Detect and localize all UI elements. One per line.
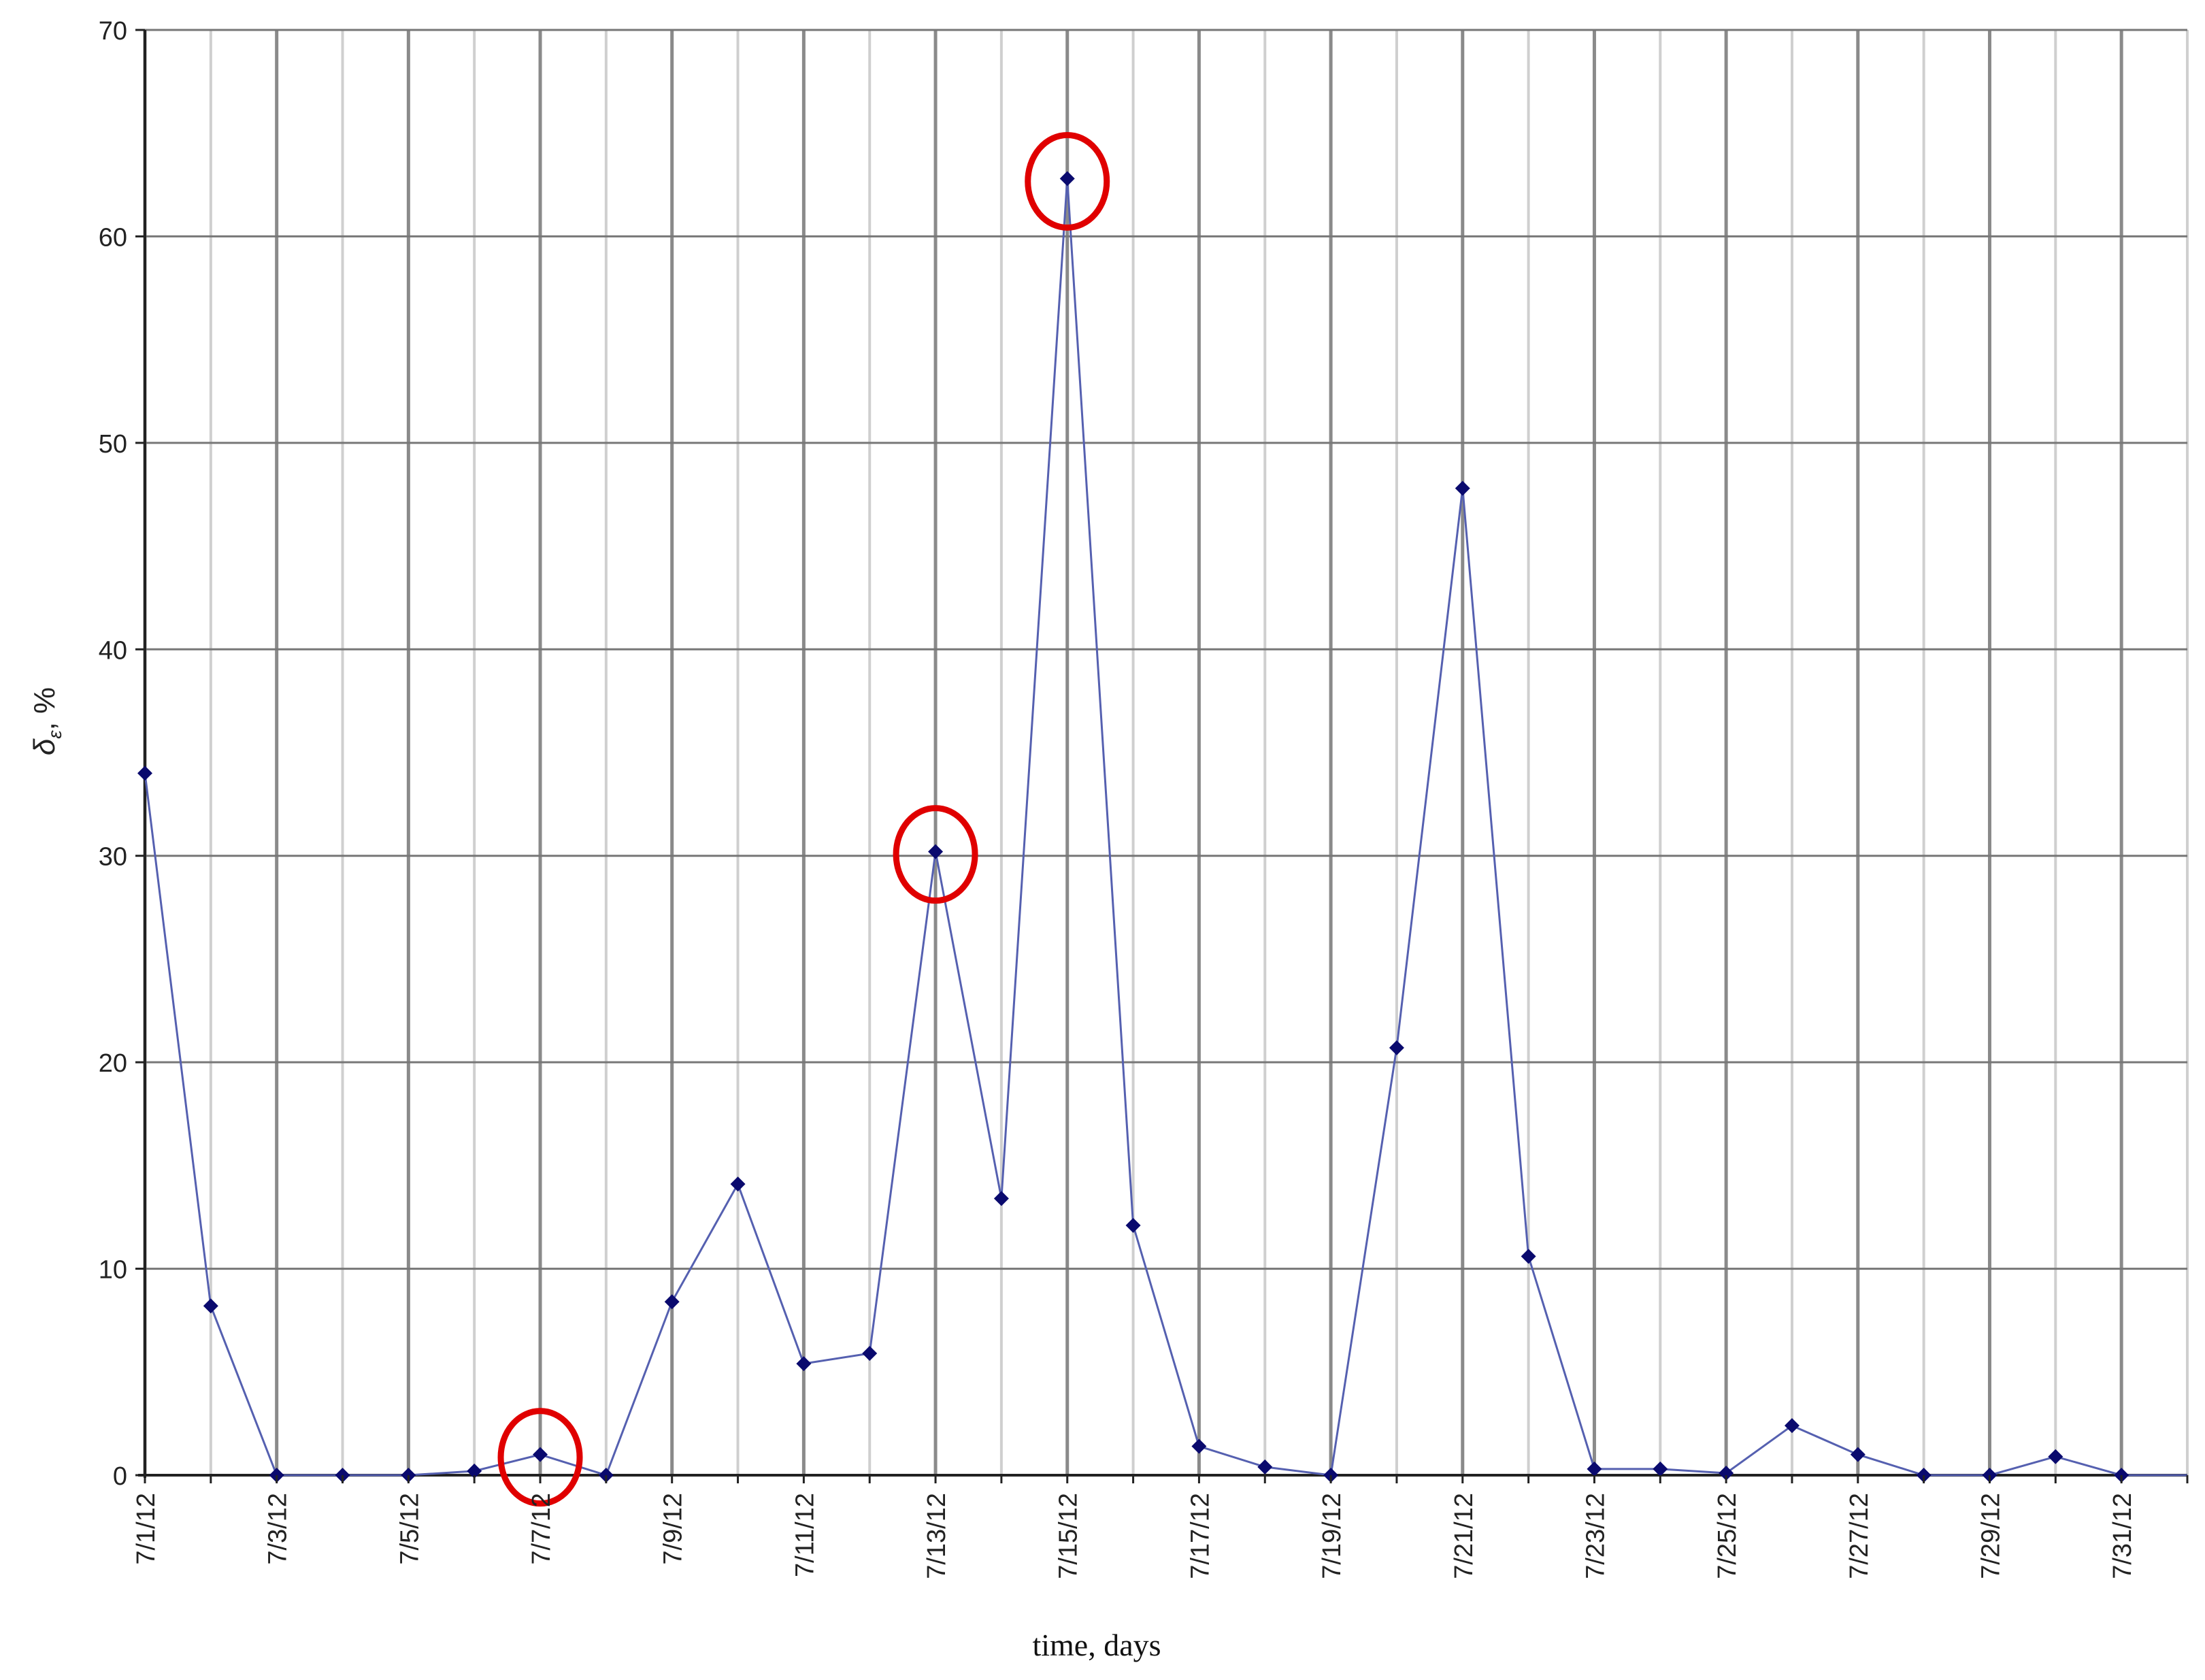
y-tick-labels: 0 10 20 30 40 50 60 70 xyxy=(99,17,145,1491)
x-tick-label: 7/1/12 xyxy=(132,1493,161,1565)
data-point-7-15-12 xyxy=(1059,171,1075,186)
data-point-7-12-12 xyxy=(862,1345,878,1361)
data-point-7-16-12 xyxy=(1125,1217,1141,1233)
data-point-7-23-12 xyxy=(1587,1461,1602,1477)
x-tick-label: 7/27/12 xyxy=(1845,1493,1874,1579)
y-axis-title: δε, % xyxy=(28,687,65,755)
y-tick-label: 20 xyxy=(99,1049,127,1078)
data-point-7-11-12 xyxy=(796,1356,812,1372)
data-point-7-21-12 xyxy=(1455,480,1470,496)
y-tick-label: 50 xyxy=(99,430,127,459)
data-point-7-9-12 xyxy=(664,1294,680,1310)
x-tick-label: 7/3/12 xyxy=(264,1493,293,1565)
x-tick-label: 7/5/12 xyxy=(395,1493,424,1565)
y-axis-unit: , % xyxy=(28,687,61,731)
highlight-circle-7-7-12 xyxy=(497,1408,583,1507)
x-tick-label: 7/25/12 xyxy=(1713,1493,1742,1579)
data-point-7-13-12 xyxy=(928,844,944,859)
data-point-7-1-12 xyxy=(137,765,152,781)
x-tick-label: 7/9/12 xyxy=(659,1493,688,1565)
y-tick-label: 10 xyxy=(99,1256,127,1285)
data-point-7-20-12 xyxy=(1389,1040,1404,1055)
data-point-7-18-12 xyxy=(1257,1459,1273,1475)
x-tick-label: 7/7/12 xyxy=(527,1493,556,1565)
highlight-circle-7-15-12 xyxy=(1025,131,1110,231)
x-tick-label: 7/31/12 xyxy=(2108,1493,2137,1579)
x-tick-label: 7/19/12 xyxy=(1318,1493,1346,1579)
y-axis-symbol: δ xyxy=(28,738,61,755)
x-tick-labels: 7/1/12 7/3/12 7/5/12 7/7/12 7/9/12 7/11/12 7/1… xyxy=(132,1475,2189,1579)
svg-text:δε, %: δε, % xyxy=(28,687,65,755)
data-point-7-14-12 xyxy=(993,1191,1009,1206)
highlight-layer xyxy=(497,131,1110,1507)
series-layer xyxy=(137,171,2187,1483)
x-tick-label: 7/21/12 xyxy=(1450,1493,1478,1579)
data-point-7-7-12 xyxy=(533,1447,548,1462)
x-axis-title: time, days xyxy=(1032,1628,1161,1662)
x-tick-label: 7/15/12 xyxy=(1055,1493,1083,1579)
data-point-7-6-12 xyxy=(467,1463,482,1479)
x-tick-label: 7/13/12 xyxy=(923,1493,951,1579)
data-point-7-10-12 xyxy=(730,1176,746,1192)
data-point-7-26-12 xyxy=(1784,1418,1800,1434)
x-tick-label: 7/17/12 xyxy=(1186,1493,1214,1579)
grid-layer xyxy=(143,29,2189,1477)
x-tick-label: 7/23/12 xyxy=(1581,1493,1610,1579)
data-point-7-17-12 xyxy=(1191,1438,1207,1454)
y-tick-label: 60 xyxy=(99,223,127,252)
data-point-7-30-12 xyxy=(2048,1449,2063,1464)
data-point-7-2-12 xyxy=(203,1298,218,1314)
series-line xyxy=(144,178,2187,1477)
x-tick-label: 7/29/12 xyxy=(1976,1493,2005,1579)
y-tick-label: 70 xyxy=(99,17,127,46)
x-tick-label: 7/11/12 xyxy=(791,1493,819,1577)
y-tick-label: 30 xyxy=(99,843,127,872)
y-tick-label: 0 xyxy=(113,1462,127,1491)
data-point-7-25-12 xyxy=(1719,1465,1734,1481)
data-point-7-24-12 xyxy=(1653,1461,1668,1477)
axes-layer xyxy=(138,30,2187,1478)
highlight-circle-7-13-12 xyxy=(893,805,978,904)
y-tick-label: 40 xyxy=(99,636,127,665)
y-axis-subscript: ε xyxy=(44,730,65,739)
data-point-7-22-12 xyxy=(1521,1249,1536,1264)
data-point-7-27-12 xyxy=(1850,1447,1866,1462)
